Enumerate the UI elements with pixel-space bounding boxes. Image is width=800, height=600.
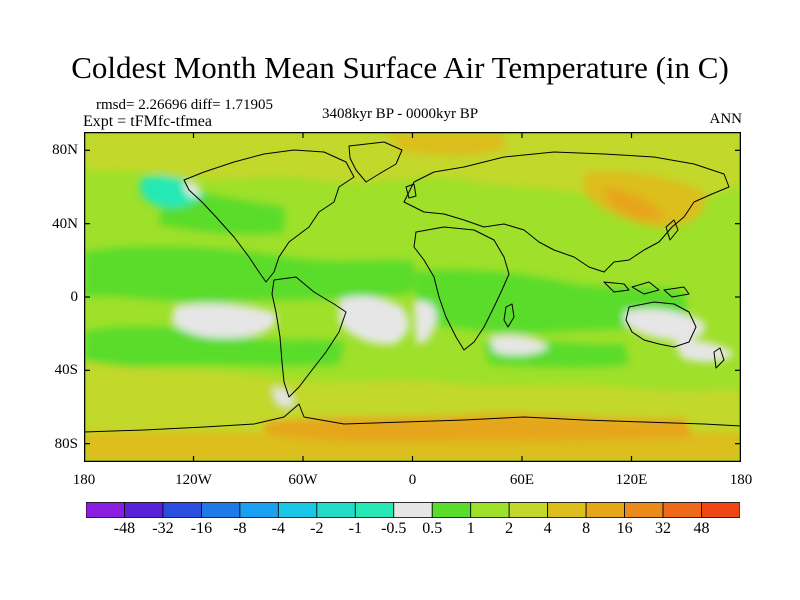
colorbar-swatch	[277, 502, 318, 518]
coast-africa	[413, 226, 510, 351]
colorbar-label: -16	[190, 520, 213, 537]
axis-tick-marks	[84, 132, 741, 462]
colorbar-label: 32	[655, 520, 672, 537]
colorbar-swatch	[585, 502, 625, 518]
lon-tick-label: 180	[72, 472, 96, 488]
colorbar-swatch	[701, 502, 740, 518]
temperature-anomaly-map	[84, 132, 741, 462]
lat-tick-label: 0	[70, 289, 79, 305]
experiment-label: Expt = tFMfc-tfmea	[83, 113, 212, 130]
colorbar-swatch	[316, 502, 356, 518]
colorbar-swatch	[162, 502, 202, 518]
colorbar-label: -32	[152, 520, 174, 537]
chart-title: Coldest Month Mean Surface Air Temperatu…	[71, 50, 729, 85]
colorbar-label: -2	[310, 520, 324, 537]
coastlines	[84, 141, 741, 433]
colorbar-swatch	[508, 502, 549, 518]
lat-tick-label: 40N	[52, 215, 78, 232]
colorbar-label: -0.5	[381, 520, 407, 537]
lon-tick-label: 120E	[615, 472, 648, 488]
colorbar-swatch	[239, 502, 279, 518]
coast-indonesia	[603, 281, 690, 298]
colorbar-label: -1	[348, 520, 362, 537]
colorbar-label: 4	[543, 520, 552, 537]
field-patches	[84, 132, 741, 462]
coast-greenland	[348, 141, 403, 183]
coast-madagascar	[503, 303, 515, 328]
season-label: ANN	[709, 111, 743, 127]
colorbar-swatch	[624, 502, 664, 518]
lon-tick-label: 0	[408, 472, 417, 488]
stats-label: rmsd= 2.26696 diff= 1.71905	[96, 97, 274, 113]
colorbar-swatch	[393, 502, 433, 518]
colorbar	[86, 502, 740, 518]
lon-tick-label: 60W	[288, 472, 318, 488]
colorbar-swatch	[470, 502, 510, 518]
colorbar-label: -4	[271, 520, 286, 537]
lat-tick-label: 80S	[54, 435, 78, 452]
lon-tick-label: 120W	[175, 472, 212, 488]
period-label: 3408kyr BP - 0000kyr BP	[321, 106, 479, 122]
coast-japan	[665, 219, 679, 241]
colorbar-swatch	[86, 502, 125, 518]
lat-tick-label: 80N	[52, 142, 78, 159]
lat-tick-label: 40S	[54, 362, 78, 379]
coast-north-america	[183, 149, 355, 283]
coast-new-zealand	[713, 347, 725, 369]
coast-australia	[625, 301, 697, 348]
colorbar-swatch	[431, 502, 472, 518]
colorbar-swatch	[124, 502, 164, 518]
coast-eurasia	[403, 151, 730, 273]
lon-tick-label: 60E	[509, 472, 535, 488]
colorbar-swatch	[662, 502, 702, 518]
colorbar-swatch	[201, 502, 241, 518]
colorbar-label: 1	[466, 520, 475, 537]
colorbar-label: 48	[693, 520, 710, 537]
coast-antarctica	[84, 403, 741, 433]
colorbar-swatch	[547, 502, 587, 518]
colorbar-label: 16	[616, 520, 633, 537]
colorbar-label: -48	[113, 520, 136, 537]
coast-uk	[405, 183, 417, 199]
colorbar-label: 2	[505, 520, 514, 537]
colorbar-swatch	[354, 502, 395, 518]
coast-south-america	[271, 276, 347, 398]
lon-tick-label: 180	[729, 472, 753, 488]
colorbar-label: 8	[582, 520, 591, 537]
colorbar-label: -8	[233, 520, 247, 537]
colorbar-label: 0.5	[422, 520, 443, 537]
